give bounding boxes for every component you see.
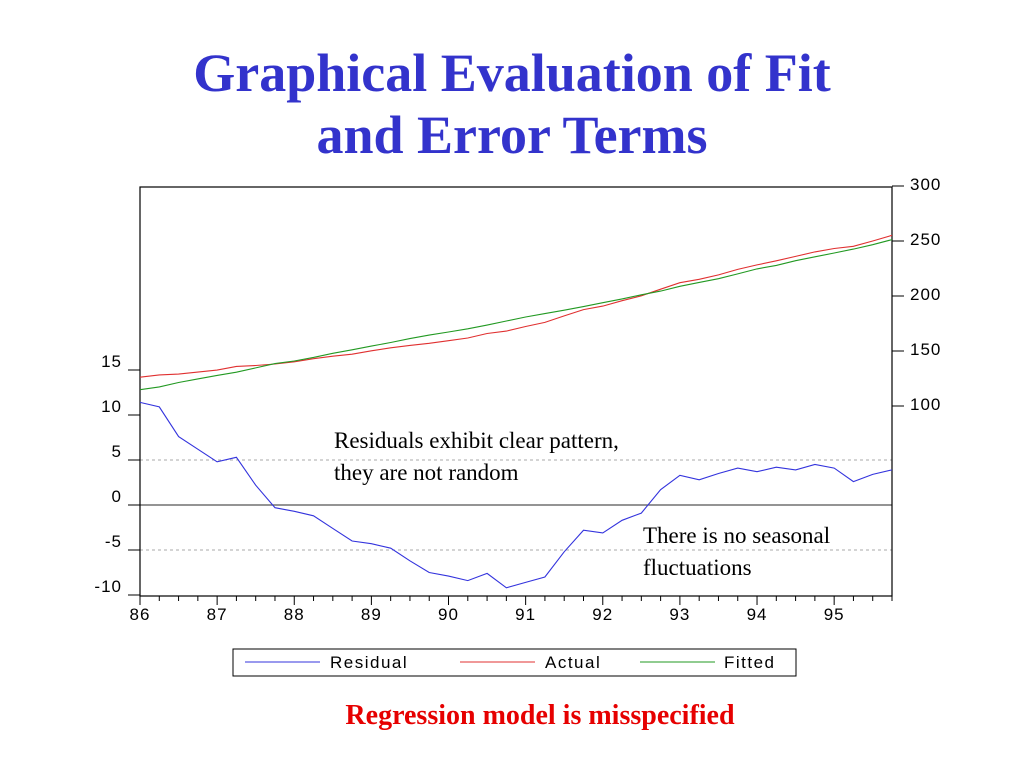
annotation-no-seasonal: There is no seasonal fluctuations bbox=[643, 520, 830, 584]
right-axis-tick-label: 200 bbox=[910, 285, 941, 304]
legend: Residual Actual Fitted bbox=[232, 648, 797, 677]
x-axis-tick-label: 90 bbox=[438, 605, 459, 624]
x-axis-tick-label: 94 bbox=[747, 605, 768, 624]
left-axis-tick-label: 15 bbox=[101, 352, 122, 371]
legend-label-fitted: Fitted bbox=[724, 653, 776, 672]
annotation-residual-line-1: Residuals exhibit clear pattern, bbox=[334, 428, 619, 453]
x-axis-tick-label: 86 bbox=[130, 605, 151, 624]
x-axis-tick-label: 89 bbox=[361, 605, 382, 624]
series-line-fitted bbox=[139, 239, 893, 391]
x-axis-tick-label: 87 bbox=[207, 605, 228, 624]
conclusion-text: Regression model is misspecified bbox=[345, 700, 735, 731]
legend-label-actual: Actual bbox=[545, 653, 601, 672]
right-axis-tick-label: 100 bbox=[910, 395, 941, 414]
x-axis-tick-label: 95 bbox=[824, 605, 845, 624]
annotation-seasonal-line-2: fluctuations bbox=[643, 555, 752, 580]
left-axis-tick-label: 0 bbox=[112, 487, 122, 506]
slide-title: Graphical Evaluation of Fit and Error Te… bbox=[0, 42, 1024, 166]
plot-frame bbox=[139, 186, 893, 597]
gridlines bbox=[140, 459, 892, 551]
series-line-residual bbox=[139, 401, 893, 589]
slide-title-line-1: Graphical Evaluation of Fit bbox=[193, 43, 831, 103]
left-axis-tick-label: 5 bbox=[112, 442, 122, 461]
x-axis-tick-label: 91 bbox=[515, 605, 536, 624]
annotation-residual-line-2: they are not random bbox=[334, 460, 519, 485]
annotation-seasonal-line-1: There is no seasonal bbox=[643, 523, 831, 548]
annotation-residual-pattern: Residuals exhibit clear pattern, they ar… bbox=[334, 425, 619, 489]
series-line-actual bbox=[139, 234, 893, 378]
axes: 15 10 5 0 -5 -10 300 250 200 150 100 86 87 88 89 90 91 92… bbox=[94, 175, 941, 624]
right-axis-tick-label: 300 bbox=[910, 175, 941, 194]
left-axis-tick-label: -5 bbox=[105, 532, 122, 551]
left-axis-tick-label: 10 bbox=[101, 397, 122, 416]
x-axis-tick-label: 88 bbox=[284, 605, 305, 624]
slide-title-line-2: and Error Terms bbox=[316, 105, 708, 165]
legend-label-residual: Residual bbox=[330, 653, 408, 672]
x-axis-tick-label: 93 bbox=[669, 605, 690, 624]
left-axis-tick-label: -10 bbox=[94, 577, 122, 596]
x-axis-tick-label: 92 bbox=[592, 605, 613, 624]
right-axis-tick-label: 150 bbox=[910, 340, 941, 359]
series-lines bbox=[139, 234, 893, 589]
right-axis-tick-label: 250 bbox=[910, 230, 941, 249]
